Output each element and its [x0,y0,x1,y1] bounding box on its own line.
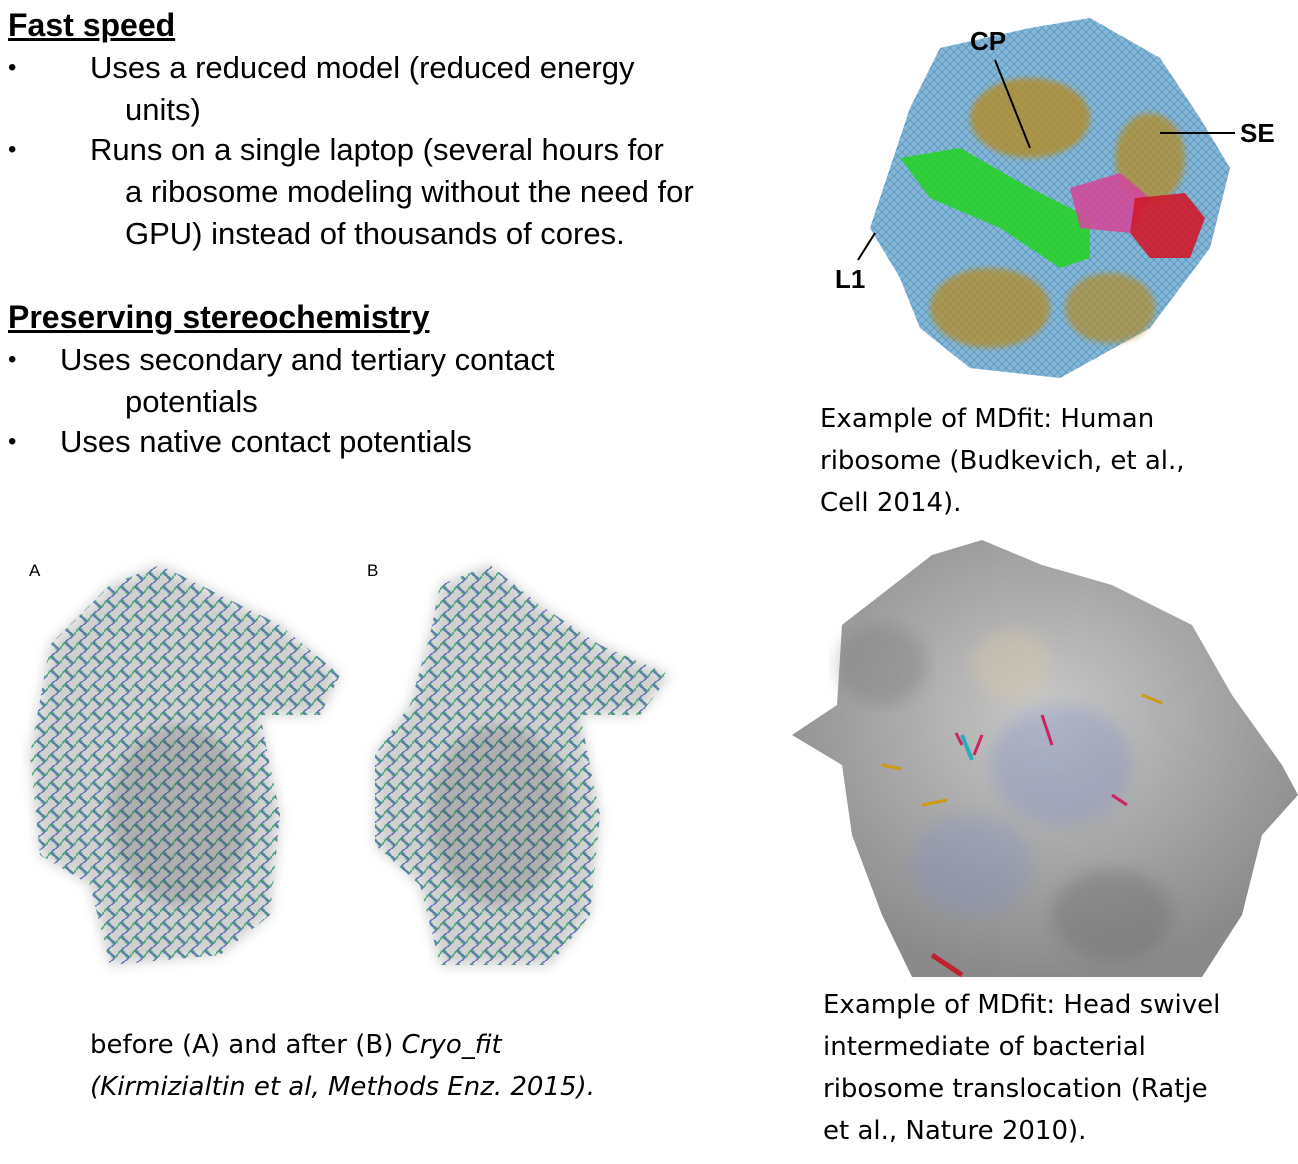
caption-italic: Cryo_fit [401,1030,502,1060]
bullet-glyph: • [8,54,17,81]
human-caption-line: ribosome (Budkevich, et al., [820,446,1185,476]
bacterial-ribosome-image [792,540,1298,977]
ribosome-before-after-image [30,565,670,965]
ribosome-model-a [30,565,340,965]
bacterial-caption-line: intermediate of bacterial [823,1032,1146,1062]
cryofit-caption-line2: (Kirmizialtin et al, Methods Enz. 2015). [90,1072,595,1102]
bullet-text: units) [125,92,201,127]
bacterial-caption-line: ribosome translocation (Ratje [823,1074,1208,1104]
caption-text: before (A) and after (B) [90,1030,402,1060]
label-se: SE [1240,118,1275,148]
red-region [1130,193,1205,258]
human-caption-line: Example of MDfit: Human [820,404,1155,434]
ribosome-model-b [375,565,670,965]
human-caption-line: Cell 2014). [820,488,962,518]
bacterial-caption-line: et al., Nature 2010). [823,1116,1087,1146]
label-cp: CP [970,26,1007,56]
bullet-glyph: • [8,428,17,455]
fast-speed-heading: Fast speed [8,7,176,43]
bullet-text: a ribosome modeling without the need for [125,174,694,209]
bacterial-caption-line: Example of MDfit: Head swivel [823,990,1221,1020]
bacterial-ribosome-figure [782,535,1298,977]
label-l1: L1 [835,264,866,294]
bullet-text: potentials [125,384,258,419]
trna-green-region [900,148,1090,268]
panel-label-b: B [367,561,379,580]
bullet-text: Uses a reduced model (reduced energy [90,50,635,85]
human-ribosome-figure: CP SE L1 [830,8,1275,388]
human-ribosome-image [857,18,1235,378]
bullet-glyph: • [8,346,17,373]
cryofit-caption: before (A) and after (B) Cryo_fit [90,1024,502,1066]
stereochemistry-heading: Preserving stereochemistry [8,299,430,335]
bullet-text: Uses native contact potentials [60,424,472,459]
bullet-text: GPU) instead of thousands of cores. [125,216,625,251]
bullet-text: Runs on a single laptop (several hours f… [90,132,664,167]
bullet-glyph: • [8,136,17,163]
cryofit-figure: A B [20,555,680,980]
bullet-text: Uses secondary and tertiary contact [60,342,555,377]
magenta-region [1070,173,1150,233]
panel-label-a: A [29,561,41,580]
